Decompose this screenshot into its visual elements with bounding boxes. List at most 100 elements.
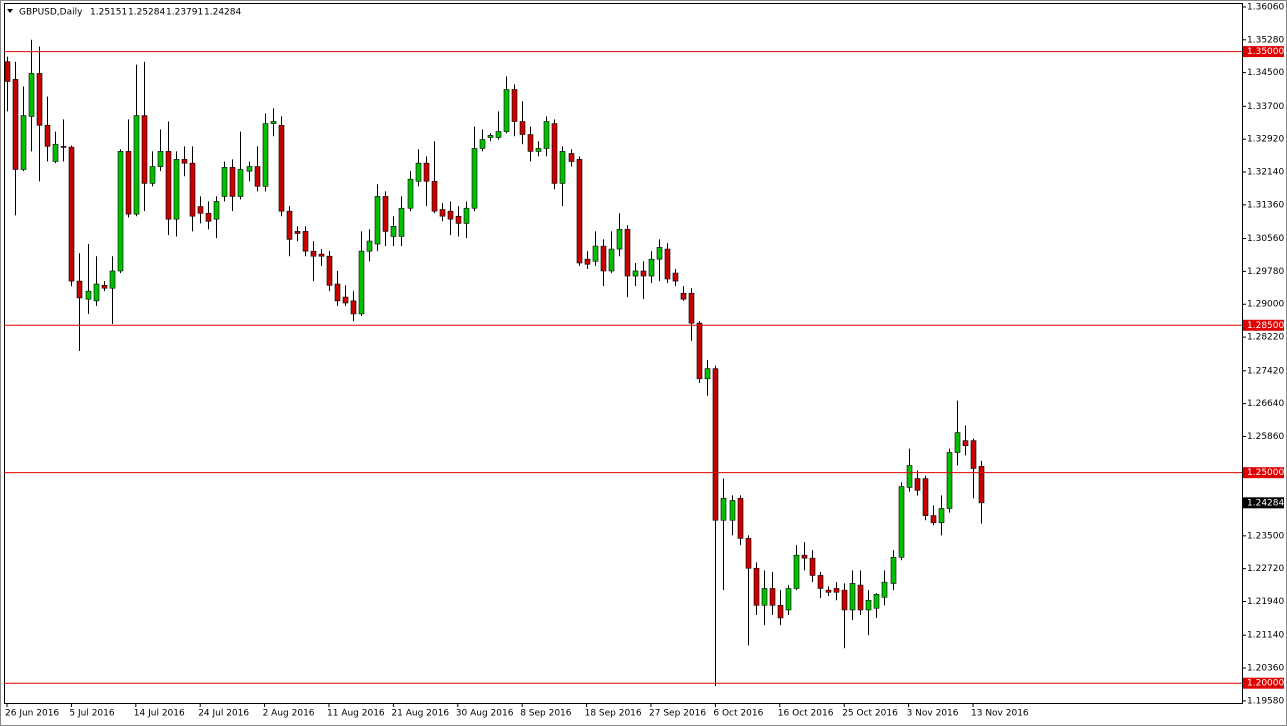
candle-body <box>262 123 269 187</box>
x-tick-label: 8 Sep 2016 <box>520 709 572 719</box>
x-tick-label: 25 Oct 2016 <box>842 709 898 719</box>
candle-body <box>407 178 414 209</box>
candle-body <box>278 124 285 212</box>
candle-body <box>559 151 566 184</box>
candle-body <box>358 250 365 315</box>
candle-body <box>270 121 277 124</box>
candle-body <box>471 148 478 209</box>
candle-body <box>535 148 542 152</box>
candle-body <box>20 115 27 170</box>
candle-body <box>165 151 172 220</box>
candle-body <box>479 139 486 149</box>
candle-body <box>117 151 124 272</box>
candle-body <box>229 167 236 197</box>
candle-body <box>632 270 639 277</box>
candle-body <box>68 146 75 282</box>
candle-body <box>28 73 35 117</box>
candle-body <box>519 121 526 135</box>
candle-body <box>36 73 43 126</box>
x-tick-label: 6 Oct 2016 <box>713 709 763 719</box>
candle-body <box>133 115 140 215</box>
candle-body <box>592 245 599 262</box>
candle-body <box>873 594 880 609</box>
candle-body <box>712 368 719 521</box>
candle-body <box>906 465 913 488</box>
candle-body <box>52 143 59 162</box>
candle-body <box>455 215 462 224</box>
candle-body <box>914 478 921 491</box>
candle-body <box>254 166 261 187</box>
level-label: 1.28500 <box>1247 321 1284 331</box>
candle-body <box>881 581 888 598</box>
candle-body <box>640 270 647 277</box>
candle-body <box>962 440 969 447</box>
candle-body <box>793 554 800 589</box>
candle-body <box>423 162 430 182</box>
candle-body <box>584 258 591 265</box>
y-tick-label: 1.29000 <box>1247 300 1284 310</box>
candle-body <box>745 538 752 569</box>
candle-body <box>366 240 373 252</box>
level-label: 1.25000 <box>1247 468 1284 478</box>
candle-body <box>109 270 116 289</box>
candle-body <box>334 283 341 302</box>
candle-body <box>527 134 534 152</box>
candle-body <box>857 584 864 611</box>
candle-body <box>76 280 83 299</box>
header-open: 1.25151 <box>90 8 127 18</box>
candle-body <box>978 466 985 504</box>
candle-body <box>237 169 244 197</box>
level-label-box <box>1243 467 1284 479</box>
candle-body <box>197 206 204 214</box>
y-tick-label: 1.31360 <box>1247 200 1284 210</box>
candle-body <box>318 253 325 257</box>
candle-body <box>833 588 840 593</box>
level-label: 1.20000 <box>1247 679 1284 689</box>
level-label-box <box>1243 319 1284 331</box>
candle-body <box>205 212 212 222</box>
candle-body <box>841 589 848 611</box>
candle-body <box>44 124 51 147</box>
candle-body <box>189 162 196 217</box>
candle-body <box>930 515 937 524</box>
candle-body <box>785 588 792 611</box>
candle-body <box>93 283 100 302</box>
candle-body <box>720 498 727 521</box>
candle-body <box>817 575 824 589</box>
candle-body <box>543 121 550 149</box>
candle-body <box>890 557 897 584</box>
x-tick-label: 30 Aug 2016 <box>456 709 514 719</box>
candle-body <box>696 322 703 380</box>
candle-body <box>801 554 808 559</box>
y-tick-label: 1.36060 <box>1247 2 1284 12</box>
candle-body <box>350 300 357 315</box>
candle-body <box>809 557 816 576</box>
x-tick-label: 14 Jul 2016 <box>134 709 185 719</box>
candle-body <box>463 207 470 224</box>
level-label-box <box>1243 677 1284 689</box>
candle-body <box>431 180 438 212</box>
y-tick-label: 1.22720 <box>1247 564 1284 574</box>
header-close: 1.24284 <box>204 8 241 18</box>
candle-body <box>576 159 583 264</box>
candle-body <box>503 89 510 132</box>
candle-body <box>382 196 389 232</box>
candle-body <box>415 162 422 182</box>
candle-body <box>302 231 309 252</box>
candle-body <box>60 146 67 148</box>
current-price-box <box>1243 497 1284 509</box>
chart-title: GBPUSD,Daily <box>19 8 83 18</box>
candle-body <box>946 452 953 509</box>
candle-body <box>511 89 518 122</box>
candle-body <box>865 599 872 611</box>
y-tick-label: 1.26640 <box>1247 399 1284 409</box>
candle-body <box>149 166 156 184</box>
x-tick-label: 5 Jul 2016 <box>69 709 114 719</box>
candle-body <box>656 247 663 260</box>
candle-body <box>551 123 558 184</box>
candle-body <box>922 478 929 516</box>
x-tick-label: 13 Nov 2016 <box>971 709 1029 719</box>
menu-triangle[interactable] <box>7 9 13 13</box>
header-low: 1.23791 <box>166 8 203 18</box>
